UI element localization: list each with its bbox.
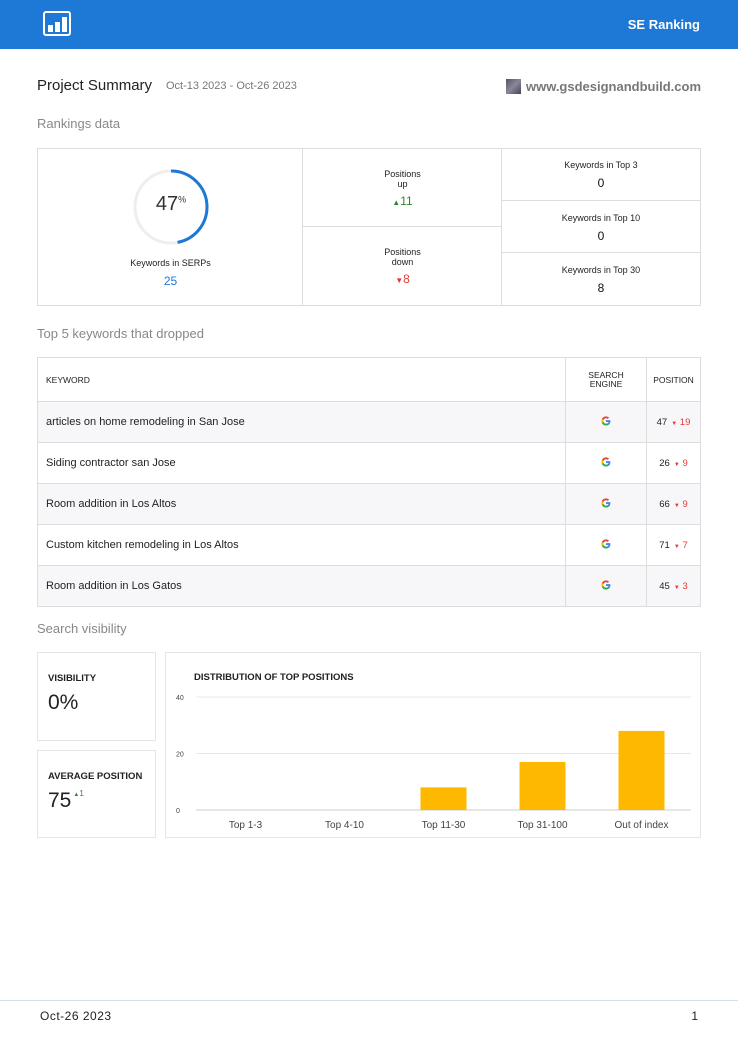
top-bar: SE Ranking	[0, 0, 738, 49]
top30-value: 8	[597, 281, 605, 295]
brand-name: SE Ranking	[627, 17, 700, 32]
chart-logo-icon	[43, 11, 71, 36]
average-position-value: 75 ▲1	[48, 789, 84, 812]
distribution-chart: 0 20 40 Top 1-3 Top 4-10 Top 11-30 Top 31-100 O…	[176, 695, 691, 831]
chart-title: DISTRIBUTION OF TOP POSITIONS	[194, 672, 354, 683]
table-row: Room addition in Los Gatos 45 ▼ 3	[37, 565, 701, 607]
page-title: Project Summary	[37, 77, 153, 94]
top3-cell: Keywords in Top 3 0	[502, 149, 700, 201]
average-position-change: ▲1	[73, 789, 84, 798]
position-cell: 47 ▼ 19	[646, 401, 701, 443]
table-row: Siding contractor san Jose 26 ▼ 9	[37, 442, 701, 484]
google-icon	[601, 579, 611, 593]
positions-up-label-2: up	[397, 179, 408, 189]
col-position: POSITION	[646, 357, 701, 402]
y-tick-label: 40	[176, 695, 184, 702]
y-tick-label: 0	[176, 808, 180, 815]
col-keyword: KEYWORD	[37, 357, 566, 402]
top10-value: 0	[597, 229, 605, 243]
serps-percent: 47%	[155, 193, 187, 215]
arrow-up-icon: ▲	[392, 198, 401, 207]
keyword-cell: Room addition in Los Altos	[37, 483, 566, 525]
visibility-card: VISIBILITY 0%	[37, 652, 156, 741]
site-favicon-icon	[505, 79, 521, 94]
bar	[519, 761, 566, 810]
position-cell: 66 ▼ 9	[646, 483, 701, 525]
position-cell: 45 ▼ 3	[646, 565, 701, 607]
arrow-down-icon: ▼	[673, 461, 680, 468]
page-number: 1	[691, 1009, 698, 1023]
date-range: Oct-13 2023 - Oct-26 2023	[166, 80, 297, 92]
rankings-section-title: Rankings data	[37, 116, 121, 131]
x-tick-label: Out of index	[615, 820, 669, 831]
table-row: Room addition in Los Altos 66 ▼ 9	[37, 483, 701, 525]
bar	[420, 787, 467, 810]
positions-up-cell: Positions up ▲11	[303, 149, 502, 227]
rankings-panel: 47% Keywords in SERPs 25 Positions up ▲1…	[37, 148, 701, 306]
site-url: www.gsdesignandbuild.com	[525, 79, 701, 94]
serps-donut-arc	[133, 169, 209, 245]
visibility-label: VISIBILITY	[48, 673, 97, 684]
average-position-label: AVERAGE POSITION	[48, 771, 143, 782]
serps-donut	[133, 169, 209, 245]
keyword-cell: Siding contractor san Jose	[37, 442, 566, 484]
dropped-section-title: Top 5 keywords that dropped	[37, 326, 204, 341]
dropped-keywords-table: KEYWORD SEARCH ENGINE POSITION articles o…	[37, 357, 701, 607]
distribution-chart-card: DISTRIBUTION OF TOP POSITIONS 0 20 40 Top 1…	[165, 652, 701, 838]
y-tick-label: 20	[176, 752, 184, 759]
keyword-cell: Custom kitchen remodeling in Los Altos	[37, 524, 566, 566]
arrow-up-icon: ▲	[73, 792, 80, 798]
x-tick-label: Top 31-100	[517, 820, 567, 831]
google-icon	[601, 456, 611, 470]
top3-value: 0	[597, 176, 605, 190]
positions-up-label: Positions	[384, 169, 421, 179]
google-icon	[601, 538, 611, 552]
footer-divider	[0, 1000, 738, 1001]
arrow-down-icon: ▼	[395, 276, 404, 285]
arrow-down-icon: ▼	[673, 584, 680, 591]
table-row: articles on home remodeling in San Jose …	[37, 401, 701, 443]
x-tick-label: Top 1-3	[229, 820, 263, 831]
serps-label: Keywords in SERPs	[130, 258, 211, 268]
x-tick-label: Top 11-30	[422, 820, 466, 831]
footer-date: Oct-26 2023	[40, 1009, 112, 1023]
arrow-down-icon: ▼	[673, 502, 680, 509]
arrow-down-icon: ▼	[673, 543, 680, 550]
serps-cell: 47% Keywords in SERPs 25	[38, 149, 303, 305]
keyword-cell: articles on home remodeling in San Jose	[37, 401, 566, 443]
serps-value: 25	[163, 274, 178, 288]
keyword-cell: Room addition in Los Gatos	[37, 565, 566, 607]
top3-label: Keywords in Top 3	[564, 160, 638, 170]
position-cell: 26 ▼ 9	[646, 442, 701, 484]
google-icon	[601, 415, 611, 429]
bar	[618, 730, 665, 810]
top10-cell: Keywords in Top 10 0	[502, 201, 700, 253]
site-domain: www.gsdesignandbuild.com	[505, 79, 701, 94]
top10-label: Keywords in Top 10	[561, 213, 641, 223]
visibility-section-title: Search visibility	[37, 621, 127, 636]
top30-label: Keywords in Top 30	[561, 265, 641, 275]
positions-down-label: Positions	[384, 247, 421, 257]
position-cell: 71 ▼ 7	[646, 524, 701, 566]
positions-down-label-2: down	[391, 257, 414, 267]
arrow-down-icon: ▼	[671, 420, 678, 427]
positions-down-value: ▼8	[395, 272, 410, 286]
positions-down-cell: Positions down ▼8	[303, 227, 502, 305]
google-icon	[601, 497, 611, 511]
visibility-value: 0%	[48, 691, 79, 714]
top30-cell: Keywords in Top 30 8	[502, 253, 700, 305]
col-search-engine: SEARCH ENGINE	[565, 357, 647, 402]
x-tick-label: Top 4-10	[325, 820, 364, 831]
positions-up-value: ▲11	[392, 194, 413, 208]
table-row: Custom kitchen remodeling in Los Altos 7…	[37, 524, 701, 566]
average-position-card: AVERAGE POSITION 75 ▲1	[37, 750, 156, 838]
